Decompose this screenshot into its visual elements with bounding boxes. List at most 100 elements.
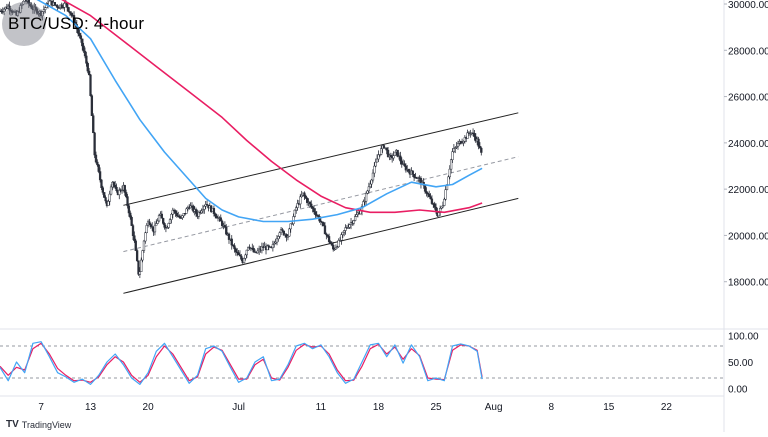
candle-up [245,249,248,256]
candle-down [115,186,118,191]
candle-down [396,149,399,157]
logo-badge [2,2,46,46]
candle-up [107,201,110,206]
candle-up [182,213,185,217]
candle-up [347,227,350,229]
candle-down [325,233,328,236]
candle-up [244,254,247,259]
candle-up [108,193,111,202]
candle-up [290,223,294,225]
candle-up [145,225,148,234]
candle-down [29,3,32,7]
candle-up [370,179,373,185]
candle-up [462,141,465,143]
candle-up [293,209,296,217]
candle-down [433,203,436,208]
candle-up [344,227,347,231]
candle-up [118,189,121,195]
candle-down [8,5,11,11]
candle-down [9,9,13,12]
candle-down [175,212,179,217]
candle-down [86,63,89,72]
time-tick-label: 13 [85,402,97,413]
tradingview-footer[interactable]: TV TradingView [6,419,71,430]
candle-down [72,15,76,23]
candle-down [96,161,99,166]
candle-down [330,243,333,246]
candle-up [155,223,158,226]
candle-down [220,220,224,226]
candle-down [160,213,163,219]
candle-down [126,196,129,207]
price-tick-label: 18000.00 [728,278,768,289]
candle-up [374,161,377,167]
candle-up [2,8,6,12]
candle-down [473,133,476,138]
candle-up [181,215,184,219]
candle-up [41,11,44,17]
candle-down [314,211,317,216]
candle-up [448,168,451,178]
candle-up [266,245,269,251]
candle-down [310,203,313,208]
tradingview-logo-icon: TV [6,419,19,430]
candle-down [306,198,309,203]
tradingview-brand: TradingView [21,419,72,430]
time-tick-label: 15 [603,402,615,413]
candle-down [162,218,165,224]
candle-up [333,248,336,251]
channel-middle-line [123,156,519,253]
candle-down [55,4,58,6]
time-tick-label: 11 [316,402,327,413]
candle-up [63,2,66,8]
candle-down [192,205,195,212]
candle-down [188,207,191,209]
candle-down [267,245,270,248]
candle-up [22,1,25,5]
channel-lower-line [123,197,519,294]
candle-up [271,244,275,249]
candle-down [89,74,92,96]
candle-down [82,45,85,52]
candle-up [20,3,24,6]
candle-down [281,229,284,232]
candle-up [19,5,22,13]
candle-up [247,246,250,251]
candle-down [34,6,37,10]
candle-down [60,4,63,8]
chart-title: BTC/USD: 4-hour [8,14,145,33]
candle-down [426,192,429,195]
candle-down [98,171,102,181]
candle-down [78,33,81,36]
candle-up [140,259,143,272]
sma-200-line [61,0,483,214]
candle-down [223,225,227,228]
candle-up [393,151,397,156]
candle-down [53,2,56,6]
candle-down [178,216,181,218]
candle-down [135,250,139,261]
candle-up [16,11,19,16]
candle-up [295,207,298,211]
candle-up [447,176,450,185]
sma-100-line [36,0,483,223]
candle-up [460,142,464,144]
candle-up [141,250,144,261]
candle-up [348,224,351,228]
candle-up [289,223,292,230]
candle-down [93,132,96,156]
candle-up [296,203,299,208]
candle-down [311,206,314,209]
candle-down [56,5,59,8]
time-tick-label: 22 [661,402,673,413]
candle-down [480,147,483,153]
stoch-k-line [0,341,483,385]
candle-down [100,179,103,188]
candle-up [275,238,279,243]
candle-up [366,190,369,194]
candle-down [404,165,408,171]
candle-down [179,217,183,219]
candle-down [478,146,482,149]
